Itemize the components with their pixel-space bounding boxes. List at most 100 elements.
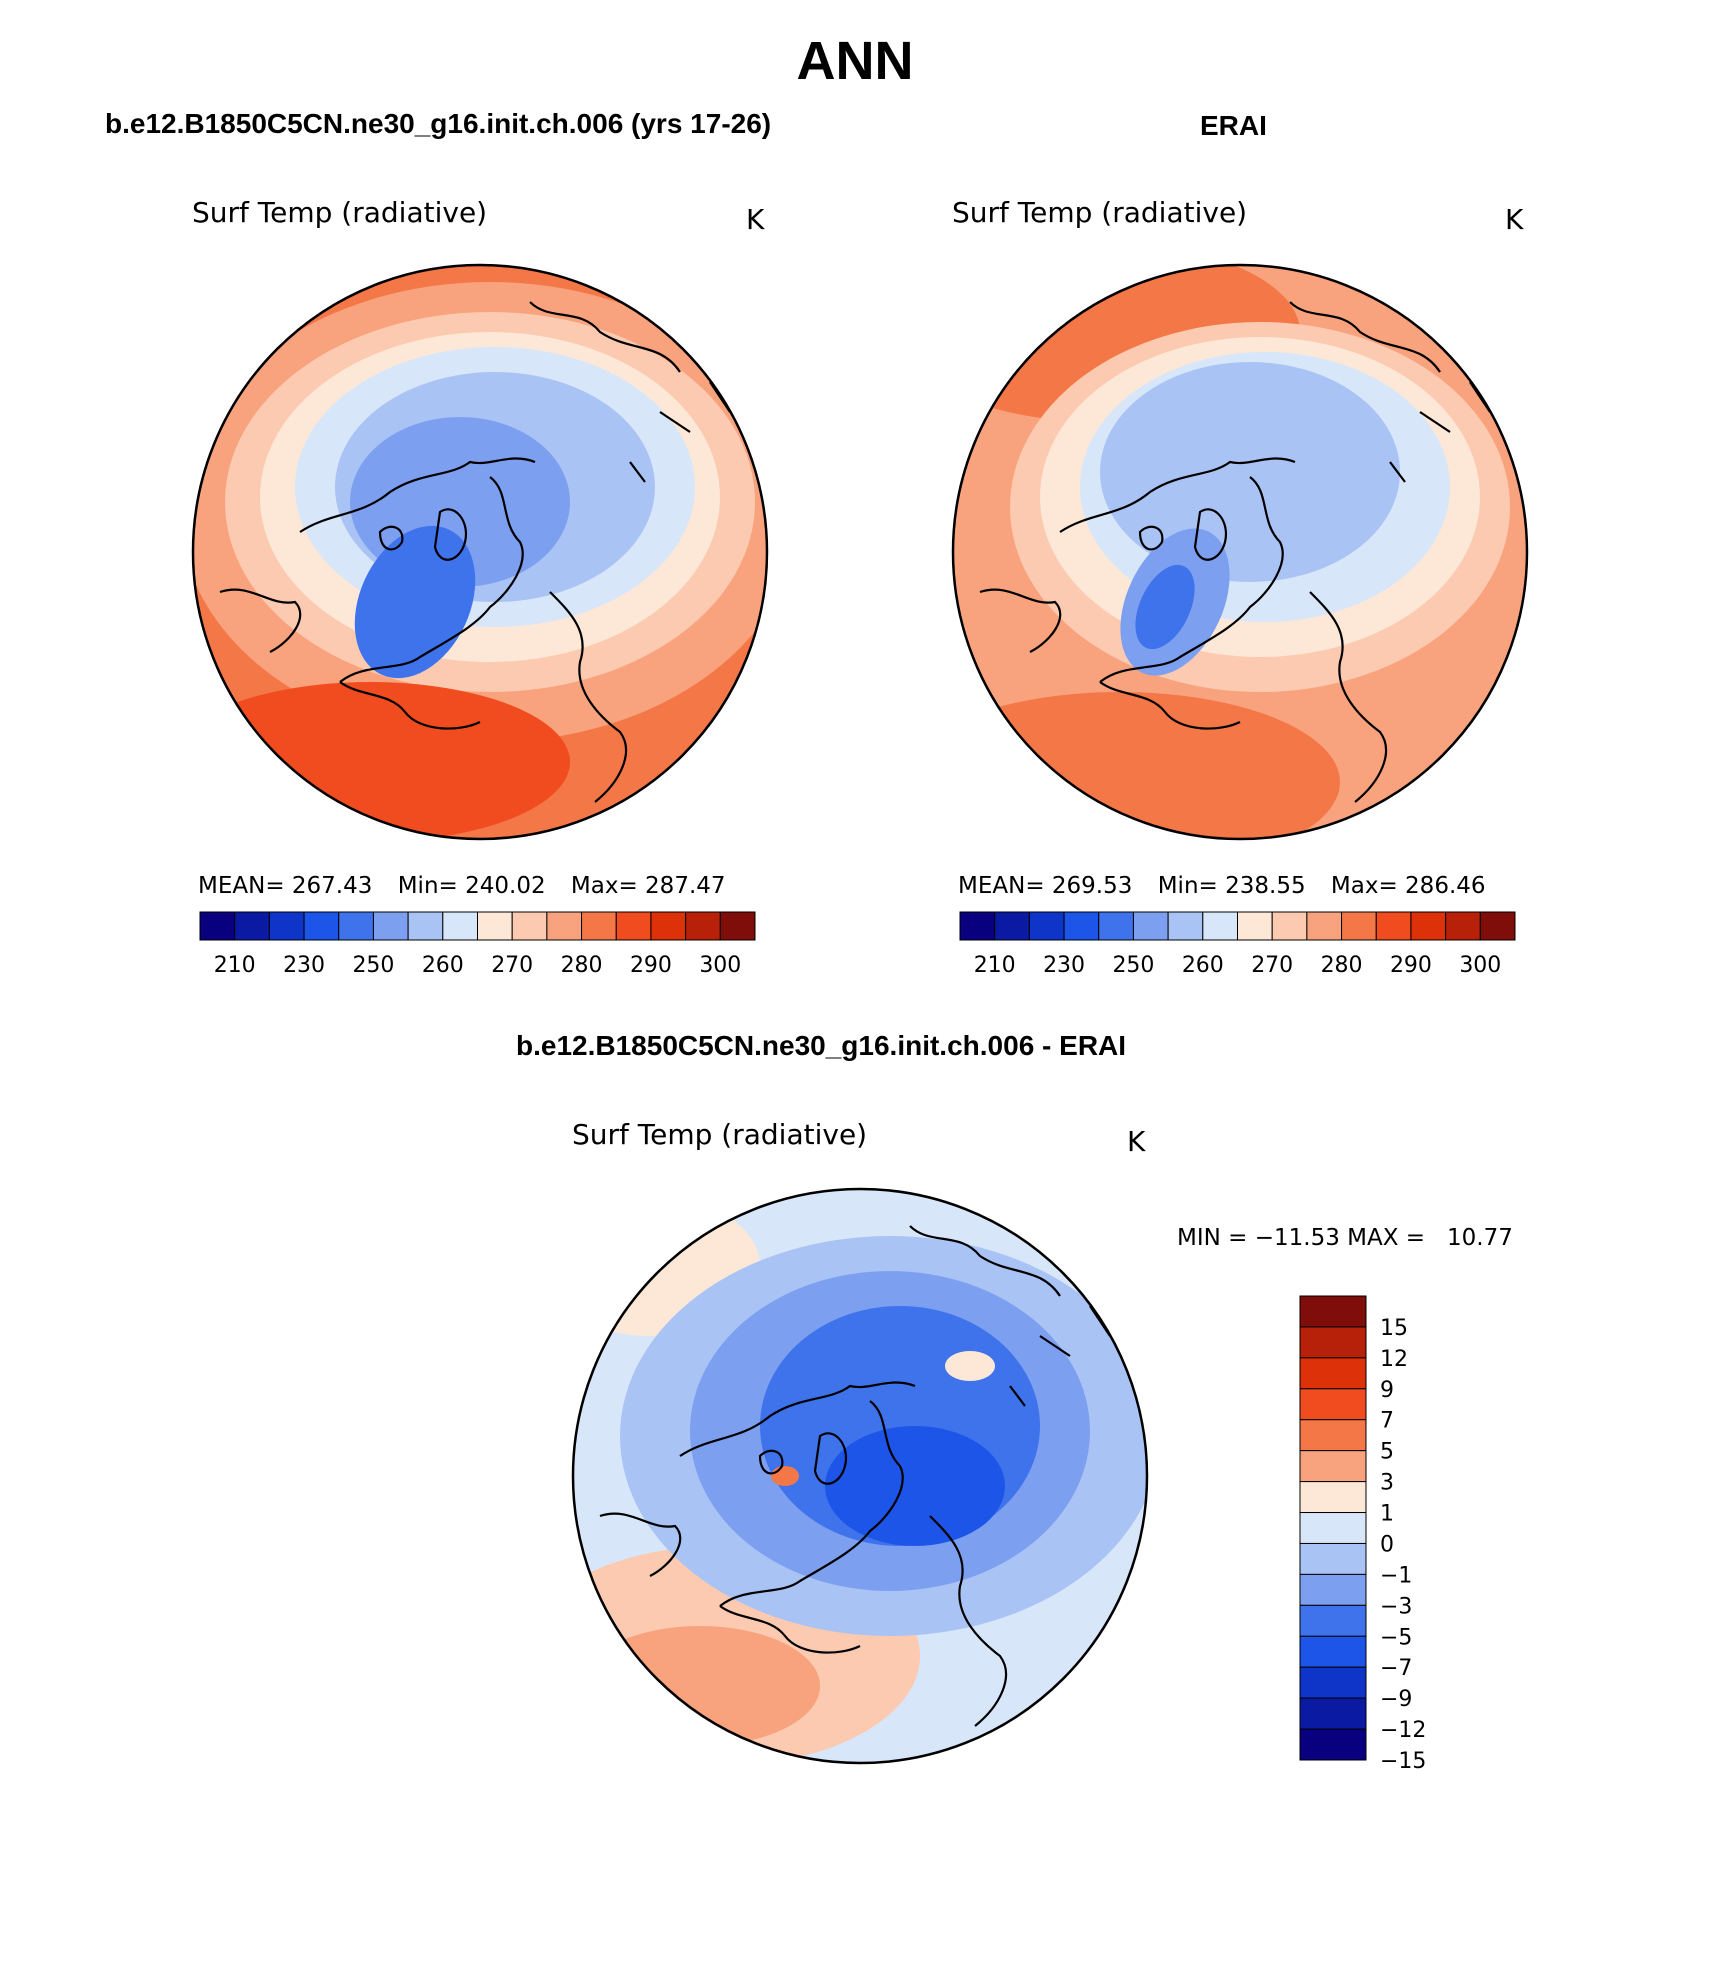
colorbar-0-tick-label: 250 bbox=[352, 953, 394, 978]
map-1-contour-8 bbox=[1135, 564, 1195, 650]
map-2-coastline-3 bbox=[929, 1515, 1008, 1727]
panel-1-mean-label: MEAN= bbox=[198, 873, 285, 899]
colorbar-1-tick-label: 210 bbox=[974, 953, 1016, 978]
map-0-coastline-1 bbox=[339, 476, 524, 683]
main-title: ANN bbox=[796, 31, 914, 91]
panel-2-stats: MEAN= 269.53 Min= 238.55 Max= 286.46 bbox=[958, 873, 1486, 899]
colorbar-2-swatch-5 bbox=[1299, 1450, 1367, 1483]
map-2-coastline-6 bbox=[813, 1432, 848, 1485]
panel-1-min-value: 240.02 bbox=[465, 873, 546, 899]
panel-2-units: K bbox=[1505, 203, 1524, 236]
panel-1-title: b.e12.B1850C5CN.ne30_g16.init.ch.006 (yr… bbox=[105, 108, 772, 139]
colorbar-0-swatch-9 bbox=[511, 911, 548, 941]
panel-1-variable-label: Surf Temp (radiative) bbox=[192, 196, 488, 229]
colorbar-1-swatch-11 bbox=[1341, 911, 1377, 941]
colorbar-0-swatch-11 bbox=[581, 911, 617, 941]
map-0-coastline-2 bbox=[339, 681, 481, 730]
colorbar-2-swatch-10 bbox=[1299, 1604, 1367, 1637]
colorbar-0-tick-label: 260 bbox=[422, 953, 464, 978]
colorbar-0-swatch-4 bbox=[338, 911, 374, 941]
colorbar-2-tick-label: −5 bbox=[1380, 1625, 1412, 1650]
panel-1-stats: MEAN= 267.43 Min= 240.02 Max= 287.47 bbox=[198, 873, 726, 899]
colorbar-0-swatch-2 bbox=[268, 911, 305, 941]
colorbar-1-swatch-1 bbox=[994, 911, 1030, 941]
panel-2-polar-map bbox=[951, 263, 1529, 841]
colorbar-0-swatch-13 bbox=[650, 911, 687, 941]
panel-2-min-value: 238.55 bbox=[1225, 873, 1306, 899]
map-1-coastline-5 bbox=[979, 588, 1062, 653]
panel-1-min-label: Min= bbox=[397, 873, 458, 899]
panel-2-min-label: Min= bbox=[1157, 873, 1218, 899]
colorbar-2-swatch-8 bbox=[1299, 1542, 1367, 1575]
panel-2-variable-label: Surf Temp (radiative) bbox=[952, 196, 1248, 229]
colorbar-2-swatch-4 bbox=[1299, 1419, 1367, 1452]
panel-2-max-value: 286.46 bbox=[1405, 873, 1486, 899]
map-0-coastline-6 bbox=[433, 508, 468, 561]
colorbar-2-swatch-6 bbox=[1299, 1481, 1367, 1514]
colorbar-2-swatch-14 bbox=[1299, 1728, 1367, 1761]
colorbar-2-tick-label: 1 bbox=[1380, 1502, 1394, 1527]
colorbar-1-swatch-8 bbox=[1237, 911, 1273, 941]
colorbar-2-swatch-13 bbox=[1299, 1697, 1367, 1730]
map-0-coastline-0 bbox=[299, 457, 536, 533]
map-1-border bbox=[951, 263, 1529, 841]
map-2-contour-2 bbox=[580, 1626, 820, 1746]
colorbar-2-swatch-12 bbox=[1299, 1666, 1367, 1699]
panel-2-title: ERAI bbox=[1200, 110, 1267, 141]
map-0-coastline-4 bbox=[529, 301, 681, 373]
map-1-coastline-4 bbox=[1289, 301, 1441, 373]
map-2-coastline-4 bbox=[909, 1225, 1061, 1297]
colorbar-1-tick-label: 300 bbox=[1459, 953, 1501, 978]
colorbar-1-swatch-12 bbox=[1375, 911, 1412, 941]
panel-3-title: b.e12.B1850C5CN.ne30_g16.init.ch.006 - E… bbox=[516, 1030, 1127, 1061]
colorbar-1-tick-label: 260 bbox=[1182, 953, 1224, 978]
panel-1-max-label: Max= bbox=[570, 873, 638, 899]
panel-1-colorbar: 210 230 250 260 270 280 290 300 bbox=[199, 911, 756, 978]
colorbar-0-tick-label: 210 bbox=[214, 953, 256, 978]
panel-1-max-value: 287.47 bbox=[645, 873, 726, 899]
colorbar-0-swatch-8 bbox=[477, 911, 513, 941]
colorbar-2-swatch-0 bbox=[1299, 1295, 1367, 1328]
colorbar-2-tick-label: −12 bbox=[1380, 1718, 1426, 1743]
map-2-border bbox=[571, 1187, 1149, 1765]
colorbar-2-tick-label: −15 bbox=[1380, 1749, 1426, 1774]
map-0-coastline-5 bbox=[219, 588, 302, 653]
colorbar-0-swatch-6 bbox=[407, 911, 444, 941]
map-1-coastline-7 bbox=[1138, 525, 1164, 551]
colorbar-2-tick-label: 0 bbox=[1380, 1532, 1394, 1557]
colorbar-1-tick-label: 290 bbox=[1390, 953, 1432, 978]
colorbar-1-tick-label: 250 bbox=[1112, 953, 1154, 978]
map-1-coastline-3 bbox=[1309, 591, 1388, 803]
colorbar-0-tick-label: 300 bbox=[699, 953, 741, 978]
colorbar-2-swatch-3 bbox=[1299, 1388, 1367, 1421]
colorbar-0-tick-label: 280 bbox=[561, 953, 603, 978]
colorbar-1-swatch-2 bbox=[1028, 911, 1065, 941]
colorbar-1-tick-label: 280 bbox=[1321, 953, 1363, 978]
colorbar-2-tick-label: 7 bbox=[1380, 1409, 1394, 1434]
colorbar-2-tick-label: 3 bbox=[1380, 1471, 1394, 1496]
colorbar-2-swatch-7 bbox=[1299, 1512, 1367, 1544]
map-1-coastline-6 bbox=[1193, 508, 1228, 561]
colorbar-2-swatch-1 bbox=[1299, 1326, 1367, 1359]
colorbar-1-tick-label: 270 bbox=[1251, 953, 1293, 978]
map-1-coastline-0 bbox=[1059, 457, 1296, 533]
colorbar-1-swatch-13 bbox=[1410, 911, 1447, 941]
colorbar-0-swatch-0 bbox=[199, 911, 236, 941]
map-0-coastline-3 bbox=[549, 591, 628, 803]
colorbar-2-tick-label: 9 bbox=[1380, 1378, 1394, 1403]
colorbar-0-swatch-3 bbox=[303, 911, 340, 941]
map-2-coastline-7 bbox=[758, 1449, 784, 1475]
map-2-contour-9 bbox=[771, 1466, 799, 1486]
colorbar-1-swatch-14 bbox=[1445, 911, 1481, 941]
colorbar-1-swatch-10 bbox=[1306, 911, 1343, 941]
map-1-coastline-2 bbox=[1099, 681, 1241, 730]
colorbar-1-swatch-4 bbox=[1098, 911, 1134, 941]
map-2-contour-8 bbox=[945, 1351, 995, 1381]
colorbar-0-tick-label: 270 bbox=[491, 953, 533, 978]
panel-1-mean-value: 267.43 bbox=[291, 873, 373, 899]
panel-2-mean-value: 269.53 bbox=[1051, 873, 1133, 899]
panel-1-polar-map bbox=[191, 263, 769, 841]
colorbar-2-swatch-9 bbox=[1299, 1573, 1367, 1606]
colorbar-0-swatch-14 bbox=[685, 911, 721, 941]
colorbar-1-swatch-7 bbox=[1202, 911, 1238, 941]
